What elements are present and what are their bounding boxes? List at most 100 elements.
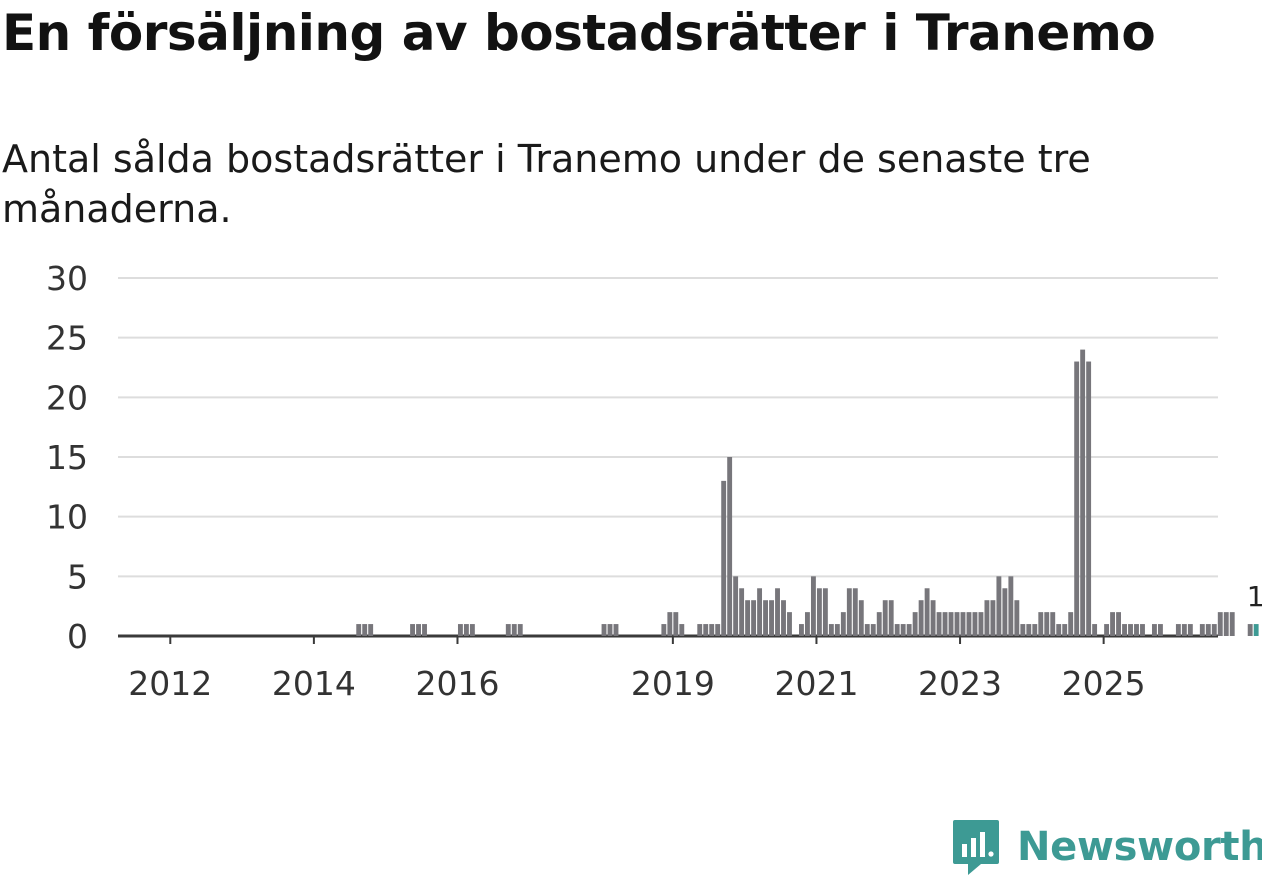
y-tick-label: 25 [46,319,88,358]
bar [1229,612,1235,636]
bar [1175,624,1181,636]
chart-subtitle: Antal sålda bostadsrätter i Tranemo unde… [2,137,1091,231]
bar [673,612,679,636]
bar [457,624,463,636]
bar [1014,600,1020,636]
bar [966,612,972,636]
newsworthy-logo: Newsworthy [951,818,1262,876]
bar [876,612,882,636]
bar [1217,612,1223,636]
x-tick-label: 2012 [128,664,212,703]
bar [810,576,816,636]
bar [775,588,780,636]
bar [1056,624,1062,636]
bar [739,588,745,636]
bar [996,576,1002,636]
bar [1032,624,1038,636]
bar [469,624,475,636]
bar [912,612,918,636]
bar [858,600,864,636]
bar [781,600,786,636]
bar [900,624,906,636]
bar [715,624,721,636]
bar [362,624,368,636]
bar [930,600,936,636]
bar [1002,588,1008,636]
bar [948,612,954,636]
bar [1211,624,1217,636]
bar [1199,624,1205,636]
bar [978,612,984,636]
bar [972,612,978,636]
bar [511,624,517,636]
bar [1026,624,1032,636]
bar [1008,576,1014,636]
bar [1247,624,1253,636]
bar [816,588,822,636]
bar [1223,612,1229,636]
bar [852,588,858,636]
x-tick-label: 2014 [272,664,356,703]
bar [990,600,996,636]
bar [1181,624,1187,636]
bar [787,612,792,636]
bar [1140,624,1145,636]
bar [763,600,768,636]
x-tick-label: 2023 [918,664,1002,703]
bar [1187,624,1193,636]
bar [984,600,990,636]
x-tick-label: 2016 [415,664,499,703]
x-tick-label: 2021 [774,664,858,703]
y-tick-label: 10 [46,498,88,537]
data-labels: 1 [1247,580,1262,613]
bar [679,624,685,636]
x-axis: 2012 2014 2016 2019 2021 2023 2025 [128,636,1146,703]
bar [960,612,966,636]
bar [1116,612,1121,636]
y-tick-label: 20 [46,378,88,417]
newsworthy-logo-icon [953,820,999,875]
bar [1074,361,1080,636]
bar-highlight [1253,624,1259,636]
bar [918,600,924,636]
bar [1110,612,1116,636]
bars [356,349,1259,636]
bar [864,624,870,636]
bar [1157,624,1163,636]
y-tick-label: 15 [46,438,88,477]
bar [894,624,900,636]
x-tick-label: 2025 [1062,664,1146,703]
bar [954,612,960,636]
data-label: 1 [1247,580,1262,613]
gridlines [118,277,1218,638]
bar [936,612,942,636]
bar [1092,624,1098,636]
bar [505,624,511,636]
bar [356,624,362,636]
bar [882,600,888,636]
bar [822,588,828,636]
bar [601,624,607,636]
bar [1086,361,1092,636]
bar [709,624,715,636]
bar [721,480,727,636]
bar [840,612,846,636]
bar [1122,624,1127,636]
bar [410,624,415,636]
bar [757,588,763,636]
bar [1068,612,1074,636]
bar [924,588,930,636]
bar [463,624,469,636]
y-tick-label: 0 [67,617,88,656]
bar [846,588,852,636]
bar [727,457,733,636]
bar [942,612,948,636]
brand-name: Newsworthy [1017,824,1262,870]
bar [1062,624,1068,636]
bar [1104,624,1110,636]
bar [607,624,613,636]
bar [1205,624,1211,636]
chart-title: En försäljning av bostadsrätter i Tranem… [2,4,1156,62]
bar [745,600,751,636]
